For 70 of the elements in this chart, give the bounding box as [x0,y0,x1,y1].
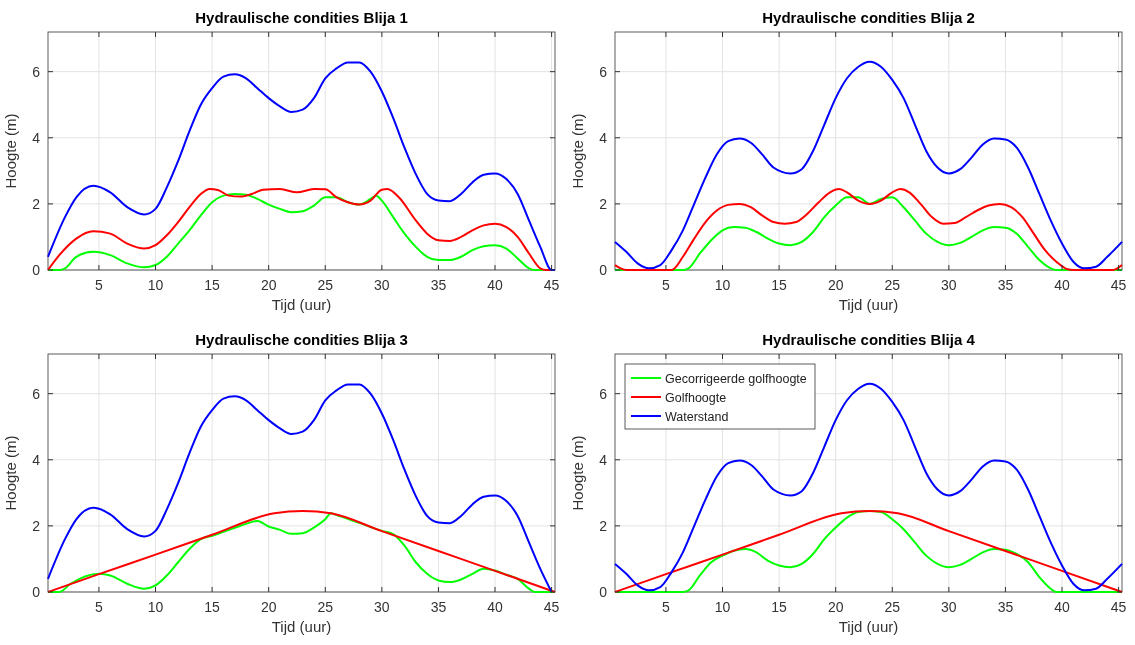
x-tick-label: 45 [543,599,560,615]
y-tick-label: 2 [32,195,41,212]
x-tick-label: 5 [662,599,671,615]
legend-label: Gecorrigeerde golfhoogte [665,371,807,386]
x-tick-label: 25 [884,277,901,293]
x-tick-label: 35 [430,599,447,615]
chart-title: Hydraulische condities Blija 2 [762,9,975,26]
x-tick-label: 30 [374,599,390,615]
x-tick-label: 20 [260,599,277,615]
x-tick-label: 25 [317,599,334,615]
y-tick-label: 0 [599,261,608,278]
y-axis-title: Hoogte (m) [2,113,19,189]
x-tick-label: 20 [827,277,844,293]
y-tick-label: 4 [32,451,41,468]
x-tick-label: 15 [771,277,788,293]
y-tick-label: 6 [32,385,41,402]
x-tick-label: 40 [1054,599,1071,615]
x-axis-title: Tijd (uur) [271,618,332,635]
x-tick-label: 30 [941,277,957,293]
y-axis-title: Hoogte (m) [569,435,586,511]
x-tick-label: 40 [487,277,504,293]
x-tick-label: 40 [1054,277,1071,293]
legend-label: Waterstand [665,409,729,424]
x-tick-label: 5 [662,277,671,293]
line-series [614,510,1123,593]
x-axis-title: Tijd (uur) [838,618,899,635]
y-tick-label: 0 [599,583,608,600]
chart-title: Hydraulische condities Blija 1 [195,9,408,26]
x-tick-label: 35 [430,277,447,293]
x-tick-label: 10 [714,599,731,615]
y-tick-label: 2 [32,517,41,534]
x-axis-title: Tijd (uur) [838,296,899,313]
x-tick-label: 10 [147,599,164,615]
x-tick-label: 15 [204,277,221,293]
chart-title: Hydraulische condities Blija 3 [195,331,408,348]
x-tick-label: 20 [827,599,844,615]
y-tick-label: 6 [599,63,608,80]
x-tick-label: 5 [95,599,104,615]
line-series [47,383,553,593]
y-tick-label: 2 [599,195,608,212]
x-tick-label: 35 [997,277,1014,293]
x-tick-label: 15 [771,599,788,615]
y-tick-label: 4 [599,129,608,146]
x-tick-label: 25 [884,599,901,615]
y-axis-title: Hoogte (m) [569,113,586,189]
line-series [614,60,1123,270]
x-tick-label: 45 [543,277,560,293]
x-tick-label: 45 [1110,599,1127,615]
legend-label: Golfhoogte [665,390,727,405]
x-tick-label: 40 [487,599,504,615]
x-tick-label: 20 [260,277,277,293]
x-tick-label: 30 [941,599,957,615]
x-tick-label: 10 [147,277,164,293]
x-tick-label: 15 [204,599,221,615]
x-tick-label: 10 [714,277,731,293]
y-tick-label: 6 [32,63,41,80]
y-tick-label: 4 [32,129,41,146]
x-tick-label: 5 [95,277,104,293]
x-tick-label: 30 [374,277,390,293]
y-tick-label: 0 [32,583,41,600]
y-tick-label: 6 [599,385,608,402]
y-tick-label: 0 [32,261,41,278]
y-tick-label: 2 [599,517,608,534]
y-axis-title: Hoogte (m) [2,435,19,511]
chart-title: Hydraulische condities Blija 4 [762,331,976,348]
y-tick-label: 4 [599,451,608,468]
x-axis-title: Tijd (uur) [271,296,332,313]
x-tick-label: 25 [317,277,334,293]
x-tick-label: 35 [997,599,1014,615]
x-tick-label: 45 [1110,277,1127,293]
